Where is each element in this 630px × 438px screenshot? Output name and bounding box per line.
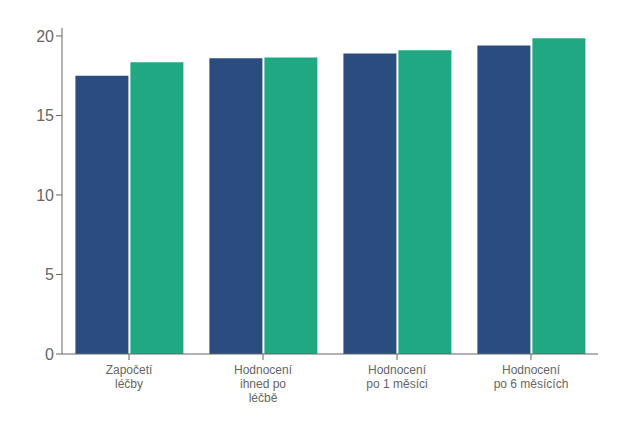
svg-text:Hodnoceníihned poléčbě: Hodnoceníihned poléčbě bbox=[234, 363, 293, 405]
svg-text:Hodnocenípo 6 měsících: Hodnocenípo 6 měsících bbox=[494, 363, 569, 391]
svg-text:5: 5 bbox=[45, 266, 54, 283]
svg-text:20: 20 bbox=[36, 28, 54, 45]
svg-text:0: 0 bbox=[45, 346, 54, 363]
svg-text:Započetíléčby: Započetíléčby bbox=[106, 363, 153, 391]
svg-text:15: 15 bbox=[36, 107, 54, 124]
svg-text:10: 10 bbox=[36, 187, 54, 204]
svg-text:Hodnocenípo 1 měsíci: Hodnocenípo 1 měsíci bbox=[366, 363, 427, 391]
